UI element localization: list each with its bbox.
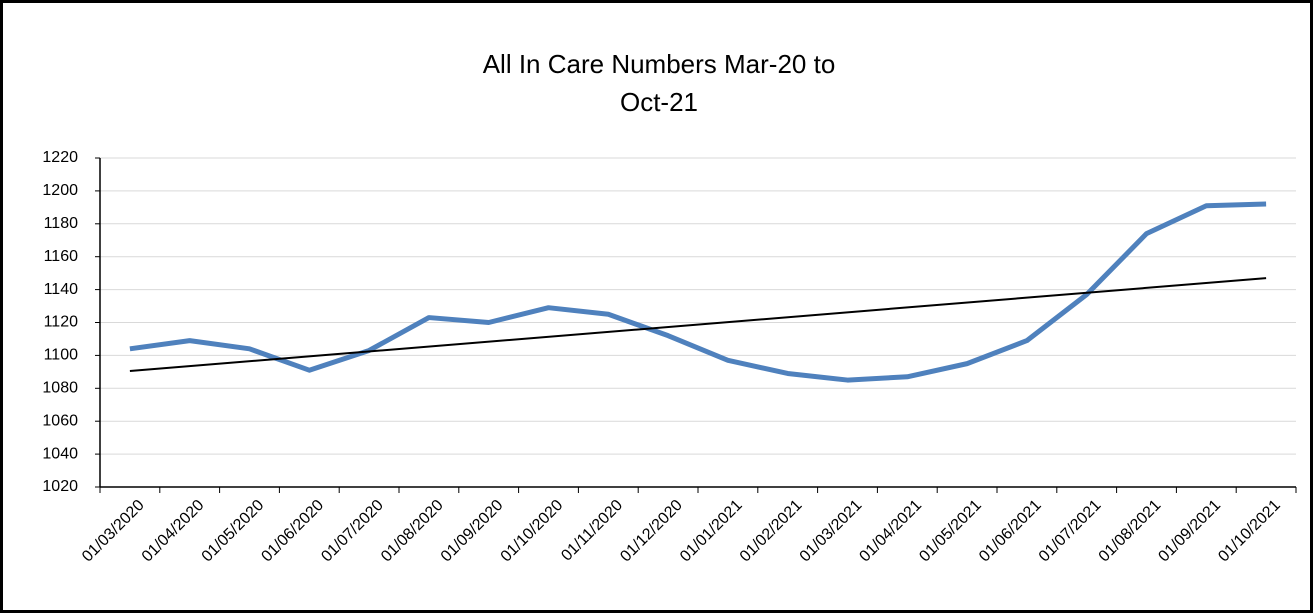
- y-tick-label: 1020: [42, 478, 78, 495]
- x-tick-label: 01/09/2021: [1155, 497, 1224, 566]
- x-tick-label: 01/04/2021: [856, 497, 925, 566]
- x-tick-label: 01/05/2020: [199, 497, 268, 566]
- x-tick-label: 01/10/2020: [498, 497, 567, 566]
- x-tick-label: 01/03/2021: [797, 497, 866, 566]
- y-tick-label: 1040: [42, 445, 78, 462]
- trend-line: [129, 277, 1267, 373]
- x-tick-label: 01/06/2020: [258, 497, 327, 566]
- x-tick-label: 01/06/2021: [976, 497, 1045, 566]
- x-tick-label: 01/07/2021: [1036, 497, 1105, 566]
- x-tick-label: 01/08/2020: [378, 497, 447, 566]
- y-tick-label: 1060: [42, 412, 78, 429]
- x-tick-label: 01/04/2020: [139, 497, 208, 566]
- x-tick-label: 01/12/2020: [617, 497, 686, 566]
- plot: 1020 1040 1060 1080 1100 1120 1140 1160 1180 1200…: [42, 149, 1297, 566]
- y-tick-label: 1120: [44, 314, 79, 331]
- y-tick-label: 1160: [44, 248, 79, 265]
- x-tick-label: 01/09/2020: [438, 497, 507, 566]
- x-tick-label: 01/08/2021: [1096, 497, 1165, 566]
- y-tick-label: 1220: [42, 149, 78, 166]
- y-tick-label: 1080: [42, 380, 78, 397]
- y-tick-label: 1180: [44, 215, 79, 232]
- y-tick-label: 1100: [44, 347, 79, 364]
- x-tick-label: 01/02/2021: [737, 497, 806, 566]
- y-tick-label: 1140: [44, 281, 79, 298]
- x-tick-label: 01/11/2020: [558, 497, 626, 565]
- chart-title: All In Care Numbers Mar-20 to Oct-21: [482, 49, 836, 117]
- x-tick-label: 01/07/2020: [318, 497, 387, 566]
- x-tick-label: 01/03/2020: [79, 497, 148, 566]
- data-line: [129, 201, 1267, 383]
- x-tick-label: 01/01/2021: [677, 497, 746, 566]
- y-tick-label: 1200: [42, 182, 78, 199]
- x-tick-label: 01/10/2021: [1215, 497, 1284, 566]
- x-tick-label: 01/05/2021: [916, 497, 985, 566]
